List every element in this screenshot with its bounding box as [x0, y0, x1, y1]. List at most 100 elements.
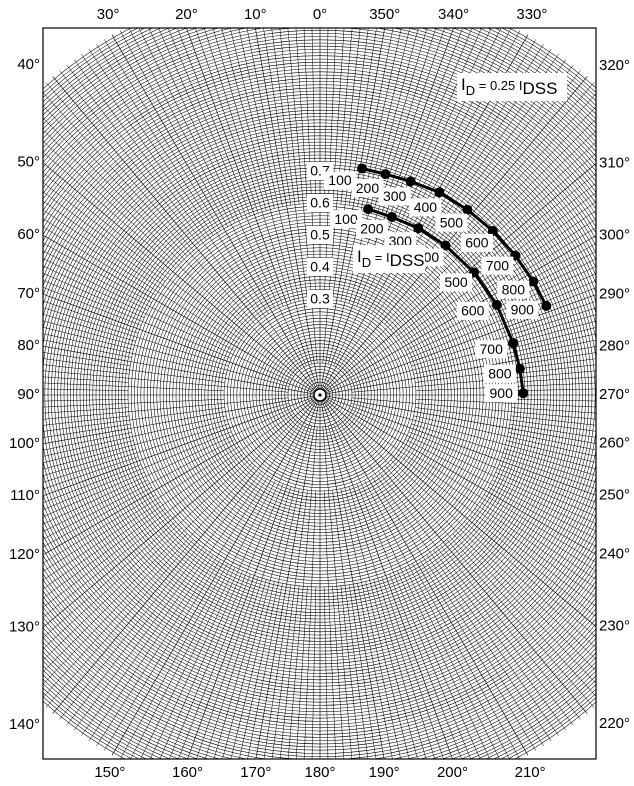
top-tick-label: 20° [175, 6, 198, 23]
top-tick-label: 340° [438, 6, 469, 23]
point-label: 700 [481, 256, 514, 275]
point-label: 800 [497, 280, 530, 299]
top-tick-label: 350° [369, 6, 400, 23]
right-tick-label: 300° [599, 227, 630, 244]
data-point [487, 225, 498, 236]
bottom-tick-label: 160° [172, 764, 203, 781]
data-point [528, 276, 539, 287]
data-point [462, 204, 473, 215]
point-label: 800 [483, 364, 516, 383]
magnitude-label: 0.6 [307, 194, 333, 212]
left-tick-label: 110° [10, 487, 40, 504]
left-tick-label: 40° [17, 56, 40, 73]
svg-text:900: 900 [490, 385, 514, 401]
svg-text:800: 800 [488, 365, 512, 381]
right-tick-label: 230° [599, 618, 630, 635]
point-label: 900 [506, 300, 539, 319]
point-label: 500 [440, 273, 473, 292]
data-point [363, 204, 374, 215]
svg-text:ID = IDSS: ID = IDSS [357, 247, 425, 270]
left-tick-label: 100° [9, 435, 40, 452]
svg-text:200: 200 [360, 221, 384, 237]
data-point [434, 187, 445, 198]
angle-ticks: 30° 20° 10° 0° 350° 340° 330° 150° 160° 170° 180° 1… [9, 6, 630, 781]
bottom-tick-label: 150° [94, 764, 125, 781]
left-tick-label: 90° [17, 386, 40, 403]
bottom-tick-label: 200° [437, 764, 468, 781]
point-label: 100 [330, 210, 363, 229]
svg-text:300: 300 [389, 233, 413, 249]
series-labels: ID = 0.25 IDSS ID = IDSS [353, 73, 567, 273]
svg-text:0.6: 0.6 [310, 195, 330, 211]
data-point [508, 338, 519, 349]
svg-text:0.3: 0.3 [310, 291, 330, 307]
svg-text:300: 300 [383, 188, 407, 204]
data-point [405, 176, 416, 187]
left-tick-label: 50° [17, 154, 40, 171]
bottom-tick-label: 210° [515, 764, 546, 781]
svg-text:0.4: 0.4 [310, 259, 330, 275]
left-tick-label: 140° [9, 716, 40, 733]
left-tick-label: 130° [9, 618, 40, 635]
svg-text:200: 200 [356, 180, 380, 196]
magnitude-labels: 0.30.40.50.60.7 [307, 162, 333, 308]
plot-frame [42, 27, 597, 760]
right-tick-label: 250° [599, 486, 630, 503]
data-point [514, 363, 525, 374]
right-tick-label: 280° [599, 337, 630, 354]
data-point [440, 240, 451, 251]
bottom-tick-label: 190° [369, 764, 400, 781]
top-tick-label: 0° [313, 6, 327, 23]
data-point [518, 388, 529, 399]
point-label: 200 [355, 219, 388, 238]
point-label: 700 [475, 340, 508, 359]
svg-text:0.5: 0.5 [310, 227, 330, 243]
data-point [386, 212, 397, 222]
svg-text:600: 600 [461, 303, 485, 319]
data-point [357, 163, 367, 174]
point-label: 900 [485, 384, 518, 403]
data-point [491, 299, 502, 310]
svg-text:500: 500 [444, 274, 468, 290]
data-series: 100 2003004005006007008009001002003004005… [323, 163, 552, 403]
right-tick-label: 240° [599, 545, 630, 562]
left-tick-label: 80° [17, 337, 40, 354]
top-tick-label: 30° [97, 6, 120, 23]
right-tick-label: 270° [599, 386, 630, 403]
point-label: 600 [460, 233, 493, 252]
point-label: 300 [378, 187, 411, 206]
svg-text:500: 500 [440, 214, 464, 230]
right-tick-label: 260° [599, 435, 630, 452]
point-label: 200 [351, 179, 384, 198]
data-point [380, 169, 391, 180]
magnitude-label: 0.3 [307, 290, 333, 308]
magnitude-label: 0.5 [307, 226, 333, 244]
top-tick-label: 10° [244, 6, 267, 23]
series-label: ID = 0.25 IDSS [457, 73, 567, 101]
svg-text:700: 700 [486, 257, 510, 273]
bottom-tick-label: 170° [240, 764, 271, 781]
svg-text:ID = 0.25 IDSS: ID = 0.25 IDSS [461, 75, 557, 98]
point-label: 600 [456, 301, 489, 320]
right-tick-label: 220° [599, 715, 630, 732]
svg-text:100: 100 [328, 172, 352, 188]
left-tick-label: 60° [17, 226, 40, 243]
data-point [541, 300, 552, 311]
center-dot [318, 393, 322, 397]
point-label: 400 [409, 198, 442, 217]
svg-text:600: 600 [465, 235, 489, 251]
magnitude-label: 0.4 [307, 258, 333, 276]
bottom-tick-label: 180° [304, 764, 335, 781]
data-point [413, 223, 424, 234]
svg-text:400: 400 [414, 199, 438, 215]
right-tick-label: 310° [599, 154, 630, 171]
right-tick-label: 320° [599, 57, 630, 74]
right-tick-label: 290° [599, 286, 630, 303]
svg-text:100: 100 [334, 211, 358, 227]
top-tick-label: 330° [516, 6, 547, 23]
